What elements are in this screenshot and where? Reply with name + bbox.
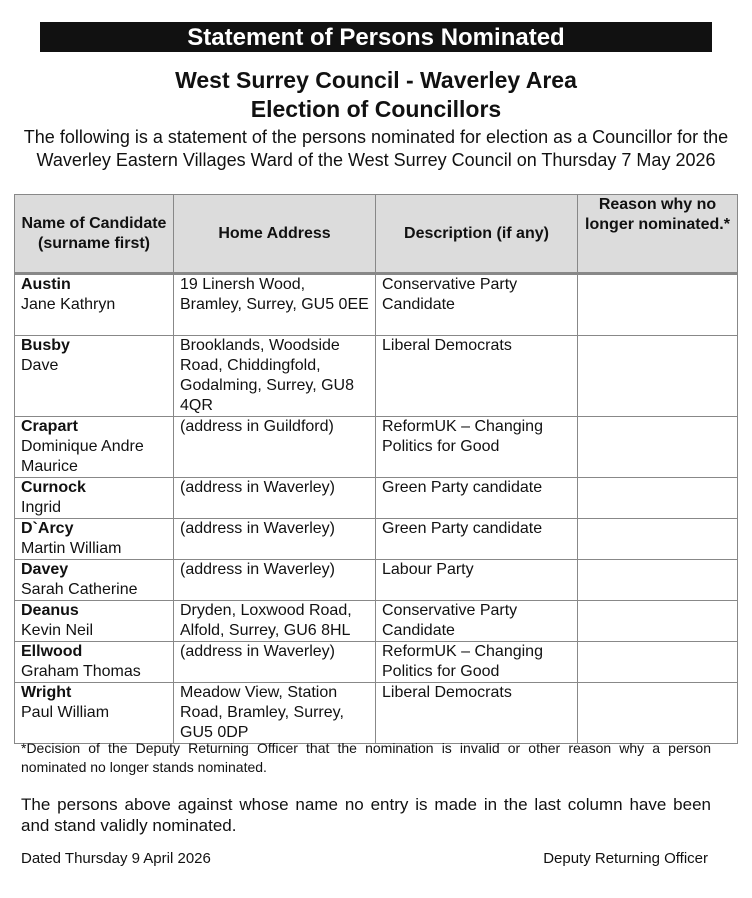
address-cell: Brooklands, Woodside Road, Chiddingfold,… — [173, 335, 376, 417]
address-cell: (address in Waverley) — [173, 559, 376, 601]
header-address: Home Address — [173, 194, 376, 275]
reason-cell — [577, 273, 738, 336]
forenames: Martin William — [21, 540, 122, 557]
candidate-name-cell: D`Arcy Martin William — [14, 518, 174, 560]
reason-cell — [577, 477, 738, 519]
table-row: Wright Paul William Meadow View, Station … — [14, 682, 738, 744]
address-cell: Dryden, Loxwood Road, Alfold, Surrey, GU… — [173, 600, 376, 642]
surname: Crapart — [21, 418, 78, 435]
description-cell: Conservative Party Candidate — [375, 273, 578, 336]
description-cell: Liberal Democrats — [375, 682, 578, 744]
reason-cell — [577, 416, 738, 478]
reason-cell — [577, 559, 738, 601]
reason-cell — [577, 641, 738, 683]
surname: Davey — [21, 561, 69, 578]
forenames: Jane Kathryn — [21, 296, 116, 313]
address-cell: (address in Waverley) — [173, 641, 376, 683]
signatory: Deputy Returning Officer — [543, 850, 708, 867]
header-reason: Reason why no longer nominated.* — [577, 194, 738, 275]
table-row: Deanus Kevin Neil Dryden, Loxwood Road, A… — [14, 600, 738, 642]
intro-text: The following is a statement of the pers… — [23, 127, 729, 170]
candidate-name-cell: Deanus Kevin Neil — [14, 600, 174, 642]
table-row: Curnock Ingrid (address in Waverley) Gree… — [14, 477, 738, 519]
dated-line: Dated Thursday 9 April 2026 — [21, 850, 211, 867]
candidate-name-cell: Austin Jane Kathryn — [14, 273, 174, 336]
description-cell: Green Party candidate — [375, 518, 578, 560]
forenames: Dominique Andre Maurice — [21, 438, 144, 475]
footnote: *Decision of the Deputy Returning Office… — [21, 740, 711, 775]
table-row: Austin Jane Kathryn 19 Linersh Wood, Bram… — [14, 273, 738, 336]
description-cell: Liberal Democrats — [375, 335, 578, 417]
forenames: Kevin Neil — [21, 622, 94, 639]
table-row: Busby Dave Brooklands, Woodside Road, Chi… — [14, 335, 738, 417]
candidate-name-cell: Curnock Ingrid — [14, 477, 174, 519]
header-name: Name of Candidate (surname first) — [14, 194, 174, 275]
forenames: Dave — [21, 357, 59, 374]
surname: Wright — [21, 684, 72, 701]
council-heading: West Surrey Council - Waverley Area — [175, 67, 577, 93]
description-cell: ReformUK – Changing Politics for Good — [375, 416, 578, 478]
nominations-table: Name of Candidate (surname first) Home A… — [14, 194, 738, 744]
address-cell: (address in Waverley) — [173, 518, 376, 560]
candidate-name-cell: Busby Dave — [14, 335, 174, 417]
table-header-row: Name of Candidate (surname first) Home A… — [14, 194, 738, 275]
banner-title: Statement of Persons Nominated — [40, 22, 712, 52]
candidate-name-cell: Ellwood Graham Thomas — [14, 641, 174, 683]
surname: Busby — [21, 337, 70, 354]
validity-statement: The persons above against whose name no … — [21, 795, 711, 835]
address-cell: Meadow View, Station Road, Bramley, Surr… — [173, 682, 376, 744]
description-cell: ReformUK – Changing Politics for Good — [375, 641, 578, 683]
table-row: Crapart Dominique Andre Maurice (address … — [14, 416, 738, 478]
description-cell: Green Party candidate — [375, 477, 578, 519]
address-cell: (address in Guildford) — [173, 416, 376, 478]
address-cell: (address in Waverley) — [173, 477, 376, 519]
reason-cell — [577, 335, 738, 417]
forenames: Graham Thomas — [21, 663, 141, 680]
surname: D`Arcy — [21, 520, 74, 537]
reason-cell — [577, 600, 738, 642]
forenames: Ingrid — [21, 499, 62, 516]
reason-cell — [577, 682, 738, 744]
table-row: Davey Sarah Catherine (address in Waverle… — [14, 559, 738, 601]
surname: Curnock — [21, 479, 86, 496]
description-cell: Labour Party — [375, 559, 578, 601]
surname: Ellwood — [21, 643, 83, 660]
forenames: Sarah Catherine — [21, 581, 138, 598]
reason-cell — [577, 518, 738, 560]
table-row: Ellwood Graham Thomas (address in Waverle… — [14, 641, 738, 683]
candidate-name-cell: Davey Sarah Catherine — [14, 559, 174, 601]
candidate-name-cell: Wright Paul William — [14, 682, 174, 744]
candidate-name-cell: Crapart Dominique Andre Maurice — [14, 416, 174, 478]
surname: Austin — [21, 276, 71, 293]
forenames: Paul William — [21, 704, 110, 721]
address-cell: 19 Linersh Wood, Bramley, Surrey, GU5 0E… — [173, 273, 376, 336]
header-description: Description (if any) — [375, 194, 578, 275]
description-cell: Conservative Party Candidate — [375, 600, 578, 642]
table-row: D`Arcy Martin William (address in Waverle… — [14, 518, 738, 560]
surname: Deanus — [21, 602, 79, 619]
election-heading: Election of Councillors — [250, 96, 502, 122]
